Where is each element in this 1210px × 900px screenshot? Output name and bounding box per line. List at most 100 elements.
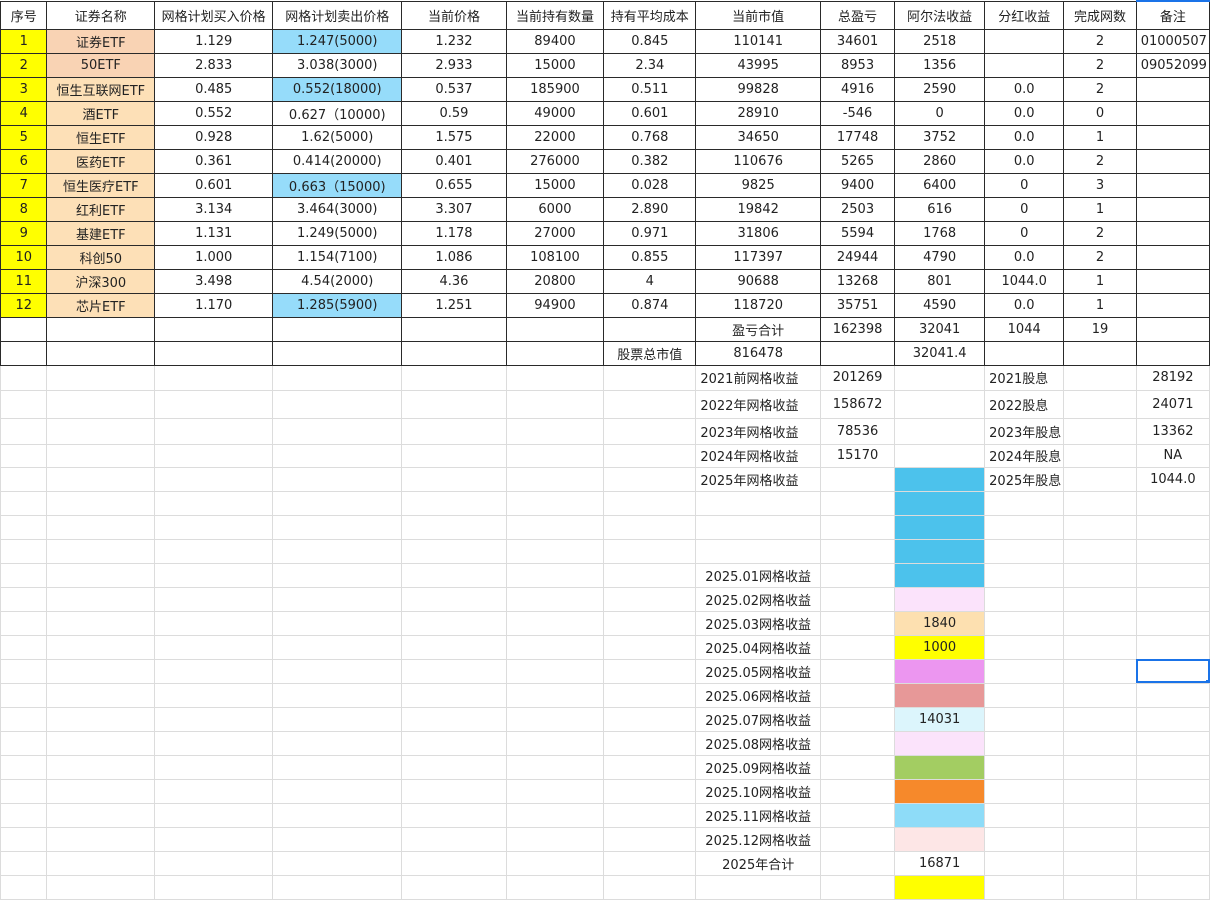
empty-cell[interactable] xyxy=(154,417,274,445)
cell-note[interactable] xyxy=(1135,76,1210,102)
empty-cell[interactable] xyxy=(984,562,1065,588)
market-label[interactable]: 股票总市值 xyxy=(603,340,697,366)
cell-alpha-return[interactable]: 1768 xyxy=(894,220,986,246)
monthly-grid-value[interactable]: 14031 xyxy=(894,706,986,732)
yearly-dividend-label[interactable]: 2022股息 xyxy=(984,389,1065,419)
cell-grids-done[interactable]: 1 xyxy=(1063,124,1137,150)
yearly-dividend-label[interactable]: 2024年股息 xyxy=(984,443,1065,468)
monthly-grid-value[interactable] xyxy=(894,658,986,684)
cell-name[interactable]: 恒生ETF xyxy=(46,124,156,150)
cell-avg-cost[interactable]: 0.511 xyxy=(603,76,697,102)
empty-cell[interactable] xyxy=(154,682,274,708)
monthly-grid-label[interactable] xyxy=(695,538,821,564)
cell-seq[interactable]: 10 xyxy=(0,244,48,270)
empty-cell[interactable] xyxy=(272,802,403,828)
empty-cell[interactable] xyxy=(272,730,403,756)
cell-seq[interactable]: 3 xyxy=(0,76,48,102)
empty-cell[interactable] xyxy=(0,658,48,684)
header-market-value[interactable]: 当前市值 xyxy=(695,0,821,30)
selected-cell[interactable] xyxy=(1135,658,1210,684)
empty-cell[interactable] xyxy=(1135,754,1210,780)
cell-holding-qty[interactable]: 108100 xyxy=(505,244,605,270)
empty-cell[interactable] xyxy=(272,466,403,492)
cell-dividend[interactable]: 0.0 xyxy=(984,100,1065,126)
empty-cell[interactable] xyxy=(154,706,274,732)
cell-note[interactable]: 01000507 xyxy=(1135,28,1210,54)
yearly-dividend-value[interactable]: 13362 xyxy=(1135,417,1210,445)
empty-cell[interactable] xyxy=(401,658,507,684)
empty-cell[interactable] xyxy=(1063,706,1137,732)
totals-alpha[interactable]: 32041 xyxy=(894,316,986,342)
empty-cell[interactable] xyxy=(0,389,48,419)
empty-cell[interactable] xyxy=(401,754,507,780)
empty-cell[interactable] xyxy=(154,610,274,636)
empty-cell[interactable] xyxy=(272,389,403,419)
cell-holding-qty[interactable]: 89400 xyxy=(505,28,605,54)
empty-cell[interactable] xyxy=(1063,466,1137,492)
empty-cell[interactable] xyxy=(46,514,156,540)
cell-total-pnl[interactable]: 8953 xyxy=(819,52,896,78)
cell-grids-done[interactable]: 1 xyxy=(1063,292,1137,318)
empty-cell[interactable] xyxy=(272,634,403,660)
empty-cell[interactable] xyxy=(1135,490,1210,516)
empty-cell[interactable] xyxy=(505,316,605,342)
cell-market-value[interactable]: 31806 xyxy=(695,220,821,246)
empty-cell[interactable] xyxy=(505,364,605,391)
empty-cell[interactable] xyxy=(272,706,403,732)
cell-avg-cost[interactable]: 0.028 xyxy=(603,172,697,198)
empty-cell[interactable] xyxy=(401,466,507,492)
empty-cell[interactable] xyxy=(154,340,274,366)
empty-cell[interactable] xyxy=(154,364,274,391)
empty-cell[interactable] xyxy=(603,417,697,445)
header-seq[interactable]: 序号 xyxy=(0,0,48,30)
empty-cell[interactable] xyxy=(46,682,156,708)
empty-cell[interactable] xyxy=(984,802,1065,828)
empty-cell[interactable] xyxy=(401,802,507,828)
cell-avg-cost[interactable]: 2.34 xyxy=(603,52,697,78)
empty-cell[interactable] xyxy=(401,562,507,588)
cell-alpha-return[interactable]: 4590 xyxy=(894,292,986,318)
cell-seq[interactable]: 2 xyxy=(0,52,48,78)
empty-cell[interactable] xyxy=(401,364,507,391)
totals-label[interactable]: 盈亏合计 xyxy=(695,316,821,342)
empty-cell[interactable] xyxy=(401,850,507,876)
empty-cell[interactable] xyxy=(603,658,697,684)
empty-cell[interactable] xyxy=(401,340,507,366)
empty-cell[interactable] xyxy=(154,850,274,876)
empty-cell[interactable] xyxy=(984,514,1065,540)
empty-cell[interactable] xyxy=(0,340,48,366)
cell-current-price[interactable]: 0.537 xyxy=(401,76,507,102)
empty-cell[interactable] xyxy=(154,538,274,564)
cell-name[interactable]: 红利ETF xyxy=(46,196,156,222)
cell-alpha-return[interactable]: 2590 xyxy=(894,76,986,102)
empty-cell[interactable] xyxy=(46,754,156,780)
empty-cell[interactable] xyxy=(154,826,274,852)
monthly-grid-label[interactable]: 2025.06网格收益 xyxy=(695,682,821,708)
empty-cell[interactable] xyxy=(1063,514,1137,540)
yearly-dividend-value[interactable]: 28192 xyxy=(1135,364,1210,391)
header-grids-done[interactable]: 完成网数 xyxy=(1063,0,1137,30)
empty-cell[interactable] xyxy=(46,658,156,684)
market-value[interactable]: 816478 xyxy=(695,340,821,366)
monthly-grid-value[interactable] xyxy=(894,826,986,852)
cell-holding-qty[interactable]: 15000 xyxy=(505,172,605,198)
empty-cell[interactable] xyxy=(154,490,274,516)
cell-current-price[interactable]: 0.401 xyxy=(401,148,507,174)
empty-cell[interactable] xyxy=(1063,562,1137,588)
cell-buy-price[interactable]: 3.498 xyxy=(154,268,274,294)
empty-cell[interactable] xyxy=(46,417,156,445)
monthly-grid-value[interactable] xyxy=(894,682,986,708)
empty-cell[interactable] xyxy=(46,466,156,492)
cell-market-value[interactable]: 117397 xyxy=(695,244,821,270)
cell-dividend[interactable]: 0.0 xyxy=(984,124,1065,150)
monthly-grid-value[interactable] xyxy=(894,538,986,564)
cell-alpha-return[interactable]: 1356 xyxy=(894,52,986,78)
empty-cell[interactable] xyxy=(1135,850,1210,876)
yearly-grid-value[interactable]: 78536 xyxy=(819,417,896,445)
empty-cell[interactable] xyxy=(984,754,1065,780)
cell-total-pnl[interactable]: 4916 xyxy=(819,76,896,102)
cell-total-pnl[interactable]: 2503 xyxy=(819,196,896,222)
empty-cell[interactable] xyxy=(603,466,697,492)
empty-cell[interactable] xyxy=(154,389,274,419)
empty-cell[interactable] xyxy=(272,443,403,468)
